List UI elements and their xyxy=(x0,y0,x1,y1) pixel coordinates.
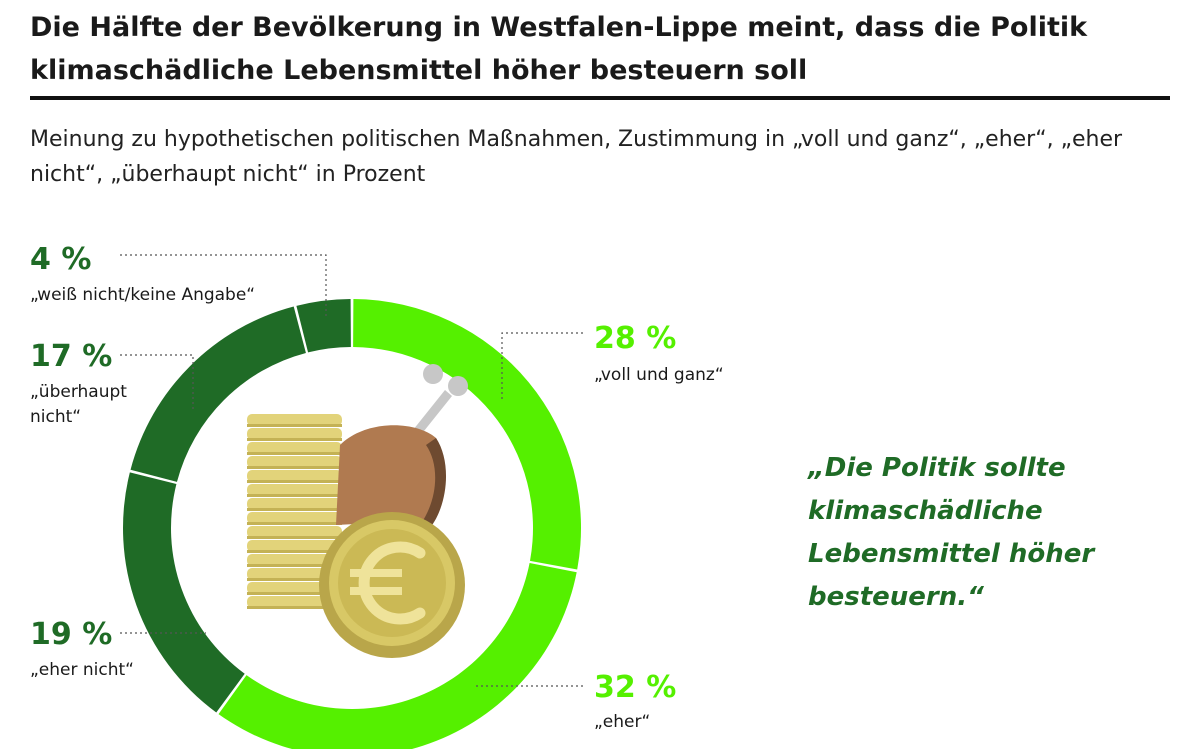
label-pct-eher: 32 % xyxy=(594,670,677,705)
euro-coin-icon xyxy=(319,512,465,658)
label-pct-weiss-nicht: 4 % xyxy=(30,242,92,277)
chart-title: Die Hälfte der Bevölkerung in Westfalen-… xyxy=(30,12,1088,86)
quote-statement: „Die Politik sollte klimaschädliche Lebe… xyxy=(808,453,1095,612)
label-pct-voll-und-ganz: 28 % xyxy=(594,321,677,356)
label-cat-weiss-nicht: „weiß nicht/keine Angabe“ xyxy=(30,285,256,305)
donut-slices xyxy=(123,299,581,749)
leader-line-3 xyxy=(501,332,583,402)
donut-slice-2 xyxy=(123,472,245,713)
leader-line-0 xyxy=(120,254,327,318)
donut-slice-3 xyxy=(130,306,306,482)
label-cat-eher: „eher“ xyxy=(594,712,651,732)
donut-slice-0 xyxy=(353,299,581,570)
label-cat-voll-und-ganz: „voll und ganz“ xyxy=(594,365,724,385)
label-cat-ueberhaupt-nicht: „überhaupt nicht“ xyxy=(30,382,127,427)
label-pct-ueberhaupt-nicht: 17 % xyxy=(30,339,113,374)
donut-slice-4 xyxy=(296,299,351,353)
donut-slice-1 xyxy=(218,563,577,749)
label-pct-eher-nicht: 19 % xyxy=(30,617,113,652)
label-cat-eher-nicht: „eher nicht“ xyxy=(30,660,134,680)
title-divider xyxy=(30,96,1170,100)
leader-lines xyxy=(120,254,583,687)
chart-subtitle: Meinung zu hypothetischen politischen Ma… xyxy=(30,127,1123,187)
coin-stack-icon xyxy=(247,414,342,609)
chicken-leg-icon xyxy=(336,364,468,528)
